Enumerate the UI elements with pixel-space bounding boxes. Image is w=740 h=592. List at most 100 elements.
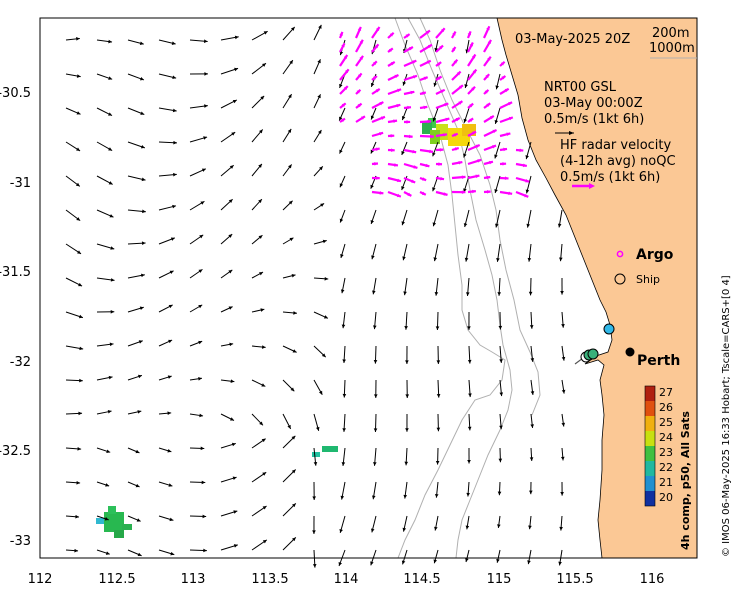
radar-vector-head — [421, 91, 426, 96]
model-vector-head — [106, 449, 111, 453]
radar-vector-head — [475, 144, 480, 149]
model-vector-head — [139, 306, 144, 310]
radar-vector-head — [508, 116, 513, 121]
model-vector-head — [313, 462, 318, 466]
model-vector-head — [109, 342, 114, 347]
model-vector-head — [233, 544, 238, 548]
model-vector-head — [530, 424, 534, 428]
model-vector-head — [287, 424, 291, 429]
sst-patch — [96, 518, 104, 524]
radar-vector-head — [485, 74, 490, 79]
model-vector-head — [172, 108, 177, 113]
model-vector-head — [436, 394, 441, 398]
radar-vector-head — [412, 60, 417, 64]
model-vector-head — [262, 63, 266, 67]
radar-vector-head — [506, 132, 511, 137]
model-vector-head — [287, 128, 292, 133]
model-vector-head — [436, 360, 441, 364]
model-vector-head — [559, 526, 563, 531]
model-vector-head — [467, 426, 472, 431]
radar-vector-head — [472, 69, 477, 74]
radar-vector-head — [438, 162, 443, 166]
model-vector-head — [203, 548, 207, 553]
model-vector-head — [291, 469, 296, 474]
model-vector-head — [318, 390, 323, 395]
y-tick: -32 — [10, 355, 31, 370]
model-vector-head — [198, 376, 202, 381]
x-tick: 115.5 — [556, 572, 593, 587]
model-vector-head — [370, 115, 375, 120]
model-vector-head — [76, 147, 81, 151]
model-vector-head — [405, 428, 409, 432]
model-vector-head — [109, 214, 114, 218]
radar-vector-head — [440, 28, 445, 33]
model-vector-head — [527, 560, 531, 565]
radar-vector-head — [444, 103, 449, 107]
radar-vector-head — [453, 133, 458, 137]
model-vector-head — [110, 278, 115, 282]
radar-vector-head — [359, 55, 364, 60]
radar-vector-head — [469, 103, 474, 108]
sst-patch — [322, 446, 338, 452]
model-vector-head — [288, 94, 292, 99]
model-vector-head — [140, 111, 145, 115]
colorbar-swatch — [645, 431, 655, 446]
radar-vector-head — [504, 88, 509, 93]
model-vector-head — [312, 530, 316, 534]
model-vector-head — [495, 223, 499, 228]
radar-vector-head — [426, 30, 430, 35]
radar-vector-head — [397, 178, 401, 183]
model-vector-head — [526, 223, 531, 228]
model-vector-head — [140, 144, 145, 149]
model-vector-head — [370, 219, 375, 224]
colorbar-tick: 20 — [659, 491, 673, 504]
model-vector-head — [258, 129, 263, 134]
model-vector-head — [290, 26, 295, 31]
radar-vector-head — [453, 59, 458, 64]
model-vector-head — [261, 438, 266, 443]
model-vector-head — [291, 537, 296, 542]
plot-frame — [39, 17, 698, 559]
model-vector-head — [141, 177, 146, 182]
model-vector-head — [402, 256, 406, 261]
model-vector-head — [74, 548, 79, 553]
colorbar-tick: 25 — [659, 416, 673, 429]
model-vector-head — [341, 462, 346, 466]
model-vector-head — [560, 456, 565, 461]
radar-vector-head — [486, 103, 491, 107]
y-axis: -30.5 -31 -31.5 -32 -32.5 -33 — [0, 86, 31, 549]
model-vector-head — [373, 360, 378, 364]
model-vector-head — [463, 118, 468, 123]
radar-vector-head — [357, 103, 362, 108]
argo-label: Argo — [636, 247, 674, 263]
argo-legend-marker — [616, 250, 624, 258]
radar-vector-head — [471, 54, 476, 59]
model-vector-head — [110, 310, 115, 314]
radar-vector-head — [393, 119, 398, 123]
model-vector-head — [231, 132, 236, 136]
model-vector-head — [110, 246, 115, 250]
model-vector-head — [289, 60, 293, 65]
radar-vector-head — [503, 147, 508, 152]
radar-vector-head — [484, 89, 489, 94]
colorbar-tick: 22 — [659, 461, 673, 474]
x-tick: 114.5 — [403, 572, 440, 587]
model-vector-head — [317, 94, 321, 99]
radar-vector-head — [359, 39, 363, 44]
model-vector-head — [228, 269, 233, 274]
model-vector-head — [496, 558, 500, 563]
radar-vector-head — [426, 60, 431, 64]
model-vector-head — [173, 140, 177, 145]
radar-vector-head — [451, 47, 456, 51]
model-vector-head — [342, 393, 347, 398]
y-tick: -31.5 — [0, 265, 31, 280]
radar-vector-head — [374, 161, 378, 166]
model-vector-head — [105, 551, 110, 555]
model-vector-head — [557, 223, 562, 228]
model-vector-head — [167, 411, 172, 415]
model-vector-head — [322, 239, 327, 244]
radar-vector-head — [427, 44, 432, 49]
contour-1000m-label: 1000m — [649, 41, 695, 56]
radar-vector-head — [492, 145, 497, 149]
model-vector-head — [494, 189, 498, 193]
